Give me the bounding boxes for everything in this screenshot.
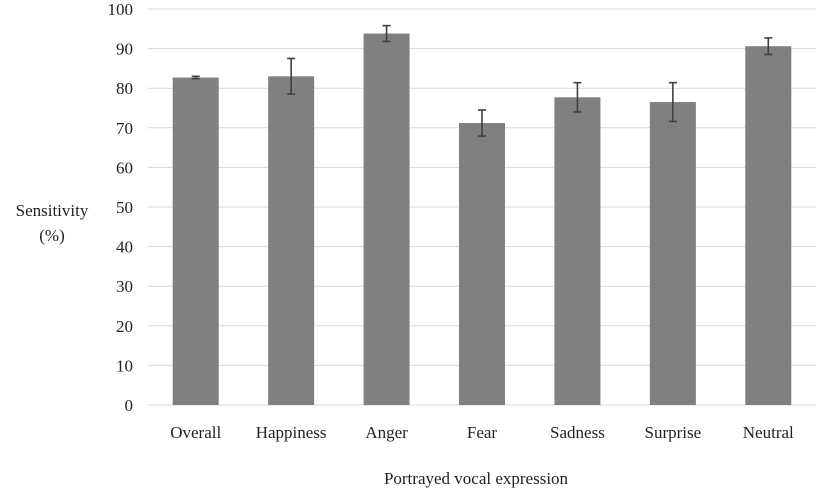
y-axis-label-line-1: Sensitivity — [16, 201, 89, 220]
x-tick-label: Overall — [170, 423, 221, 442]
y-tick-label: 0 — [125, 396, 134, 415]
bar — [268, 76, 315, 405]
y-tick-label: 50 — [116, 198, 133, 217]
bars — [172, 33, 792, 406]
bar — [459, 123, 505, 405]
y-tick-label: 10 — [116, 356, 133, 375]
error-bars — [191, 24, 773, 137]
y-tick-label: 20 — [116, 317, 133, 336]
bar — [745, 46, 792, 405]
x-tick-label: Neutral — [743, 423, 794, 442]
x-tick-label: Sadness — [550, 423, 605, 442]
x-tick-label: Surprise — [645, 423, 702, 442]
x-tick-label: Fear — [467, 423, 498, 442]
y-tick-label: 60 — [116, 158, 133, 177]
bar — [363, 33, 410, 405]
y-tick-label: 40 — [116, 238, 133, 257]
y-tick-label: 30 — [116, 277, 133, 296]
y-tick-label: 90 — [116, 40, 133, 59]
x-tick-label: Anger — [365, 423, 408, 442]
y-tick-label: 70 — [116, 119, 133, 138]
y-tick-label: 80 — [116, 79, 133, 98]
x-tick-label: Happiness — [256, 423, 327, 442]
x-axis-label: Portrayed vocal expression — [384, 469, 569, 488]
y-tick-label: 100 — [108, 0, 134, 19]
x-tick-labels: Overall Happiness Anger Fear Sadness Surprise… — [170, 423, 794, 442]
y-axis-label-line-2: (%) — [39, 226, 64, 245]
bar — [649, 102, 696, 405]
bar — [554, 97, 601, 406]
y-tick-labels: 0 10 20 30 40 50 60 70 80 90 100 — [108, 0, 134, 415]
bar — [172, 77, 219, 406]
